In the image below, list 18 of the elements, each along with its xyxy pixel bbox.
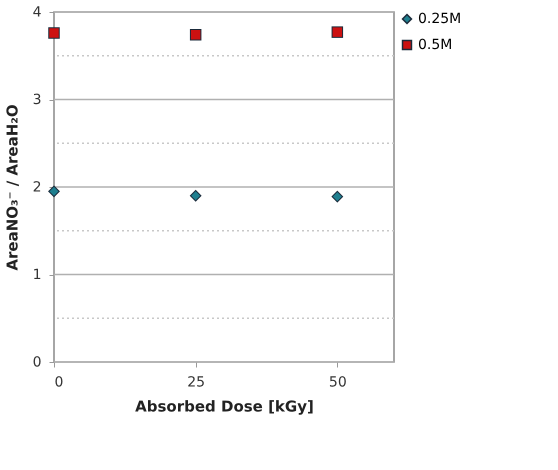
point: [190, 190, 202, 202]
point: [332, 190, 344, 202]
point: [190, 29, 202, 40]
x-tick-label: 0: [54, 374, 64, 390]
point: [48, 27, 60, 39]
y-tick-label: 2: [32, 180, 42, 196]
y-tick-label: 3: [32, 92, 42, 108]
y-axis-title: AreaNO₃⁻ / AreaH₂O: [4, 104, 22, 271]
x-axis-title: Absorbed Dose [kGy]: [135, 398, 314, 416]
x-tick-label: 25: [187, 374, 206, 390]
point: [48, 186, 60, 198]
y-tick-label: 1: [32, 267, 42, 283]
legend-label: 0.5M: [418, 37, 452, 53]
y-tick-label: 4: [32, 4, 42, 20]
y-tick-label: 0: [32, 354, 42, 370]
x-tick-label: 50: [328, 374, 347, 390]
legend-label: 0.25M: [418, 11, 462, 27]
point: [332, 26, 344, 38]
